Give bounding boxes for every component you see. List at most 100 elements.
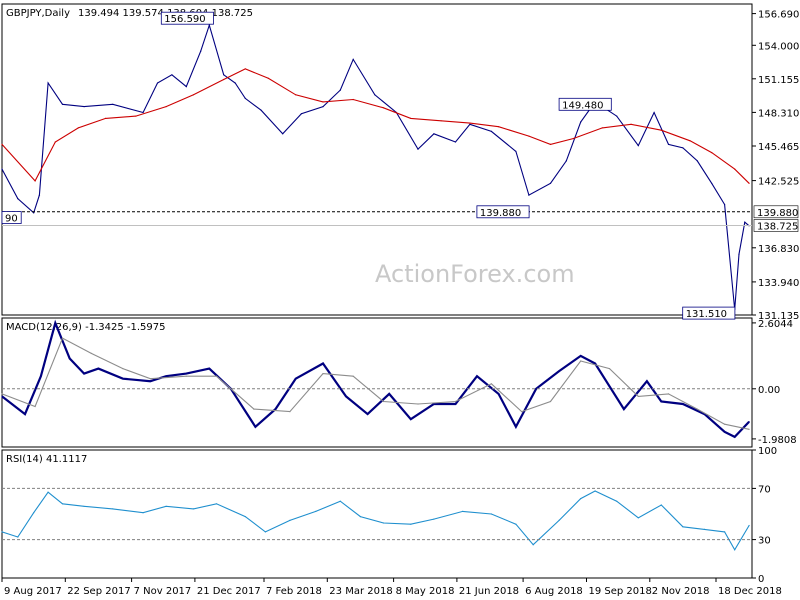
rsi-panel: 100 70 30 0 <box>1 446 777 585</box>
price-annotation-4: 90 <box>5 214 18 225</box>
price-point-1-2 <box>54 141 56 143</box>
macd-point-1-9 <box>289 411 291 413</box>
rsi-point-0-5 <box>83 505 85 507</box>
macd-point-0-21 <box>433 403 435 405</box>
macd-point-1-4 <box>122 368 124 370</box>
price-point-0-2 <box>33 212 35 214</box>
rsi-point-0-19 <box>433 518 435 520</box>
rsi-point-0-20 <box>462 510 464 512</box>
macd-point-1-16 <box>521 411 523 413</box>
price-point-0-16 <box>244 97 246 99</box>
price-annotation-0: 156.590 <box>164 14 205 25</box>
price-point-1-9 <box>244 68 246 70</box>
price-hline-box <box>753 205 799 219</box>
macd-point-1-15 <box>490 383 492 385</box>
price-point-0-15 <box>234 82 236 84</box>
price-point-0-11 <box>185 86 187 88</box>
price-panel-frame <box>1 3 753 316</box>
macd-point-1-3 <box>90 352 92 354</box>
rsi-point-0-13 <box>289 519 291 522</box>
rsi-point-0-26 <box>594 490 596 492</box>
macd-point-0-16 <box>322 362 324 365</box>
macd-point-0-6 <box>97 368 99 370</box>
price-point-0-37 <box>637 145 639 147</box>
chart-title: GBPJPY,Daily <box>6 8 70 19</box>
macd-point-0-8 <box>149 380 151 382</box>
rsi-point-0-30 <box>682 526 684 528</box>
price-panel: 156.690 154.000 151.155 148.310 145.465 142.5… <box>1 10 799 322</box>
price-point-0-12 <box>200 50 202 52</box>
price-point-0-26 <box>433 133 435 135</box>
price-point-1-5 <box>135 115 137 117</box>
price-point-0-29 <box>490 130 492 132</box>
macd-point-0-36 <box>734 436 736 438</box>
rsi-point-0-23 <box>532 544 534 546</box>
price-point-1-20 <box>549 143 552 145</box>
price-annotation-2: 139.880 <box>480 208 521 219</box>
macd-point-0-1 <box>24 413 26 415</box>
x-tick-label-4: 7 Feb 2018 <box>266 586 322 597</box>
price-point-0-41 <box>696 160 698 162</box>
price-annotation-box-2 <box>476 205 530 219</box>
price-series-0 <box>1 23 750 310</box>
rsi-point-0-9 <box>192 508 195 510</box>
price-point-0-34 <box>580 121 582 123</box>
price-point-0-30 <box>515 150 517 152</box>
price-ytick-label-1: 154.000 <box>758 41 799 52</box>
rsi-ytick-label-2: 30 <box>758 536 771 547</box>
price-point-0-19 <box>300 113 302 115</box>
price-point-0-32 <box>549 182 552 184</box>
macd-point-0-17 <box>345 395 347 397</box>
macd-point-1-8 <box>253 408 255 410</box>
rsi-point-0-24 <box>558 519 560 522</box>
price-point-0-13 <box>208 24 210 26</box>
price-point-0-27 <box>454 141 457 143</box>
price-point-1-27 <box>734 168 736 170</box>
price-point-1-3 <box>77 127 79 129</box>
price-point-1-24 <box>660 129 662 131</box>
price-annotation-1: 149.480 <box>562 100 603 111</box>
macd-point-0-20 <box>410 418 412 420</box>
rsi-point-0-11 <box>244 516 246 518</box>
macd-point-1-18 <box>580 360 582 362</box>
macd-point-0-9 <box>165 375 167 377</box>
price-point-1-14 <box>382 107 385 109</box>
price-point-0-25 <box>417 148 419 150</box>
price-ytick-label-2: 151.155 <box>758 75 799 86</box>
macd-point-1-1 <box>34 405 36 408</box>
rsi-point-0-1 <box>17 536 19 538</box>
x-tick-label-10: 2 Nov 2018 <box>652 586 710 597</box>
macd-point-0-32 <box>660 400 662 403</box>
price-ytick-label-6: 136.830 <box>758 244 799 255</box>
rsi-point-0-7 <box>142 512 144 514</box>
price-ytick-label-5: 142.525 <box>758 177 799 188</box>
macd-point-0-5 <box>83 373 85 375</box>
price-point-0-45 <box>738 253 740 255</box>
x-tick-label-0: 9 Aug 2017 <box>4 586 62 597</box>
price-annotation-box-4 <box>1 211 22 224</box>
macd-point-0-0 <box>1 395 3 397</box>
macd-point-0-4 <box>69 357 71 360</box>
x-tick-label-1: 22 Sep 2017 <box>67 586 130 597</box>
macd-point-1-10 <box>322 373 324 375</box>
price-point-0-8 <box>142 111 144 114</box>
macd-point-0-23 <box>476 375 478 377</box>
price-point-1-26 <box>711 152 713 154</box>
macd-point-1-0 <box>1 393 3 395</box>
price-point-0-18 <box>282 133 284 135</box>
price-point-1-18 <box>498 126 500 128</box>
macd-point-1-24 <box>748 428 750 430</box>
price-last-box-label: 138.725 <box>757 222 798 233</box>
rsi-title: RSI(14) 41.1117 <box>6 454 87 465</box>
macd-point-0-25 <box>515 426 517 428</box>
price-point-0-38 <box>653 111 655 114</box>
rsi-ytick-label-0: 100 <box>758 446 777 457</box>
price-point-0-33 <box>565 160 567 162</box>
price-point-0-46 <box>744 221 746 223</box>
price-point-1-22 <box>601 127 603 129</box>
price-annotation-3: 131.510 <box>686 309 727 320</box>
x-tick-label-7: 21 Jun 2018 <box>459 586 519 597</box>
price-point-0-10 <box>171 74 173 76</box>
price-ytick-label-3: 148.310 <box>758 108 799 119</box>
x-tick-label-11: 18 Dec 2018 <box>718 586 782 597</box>
